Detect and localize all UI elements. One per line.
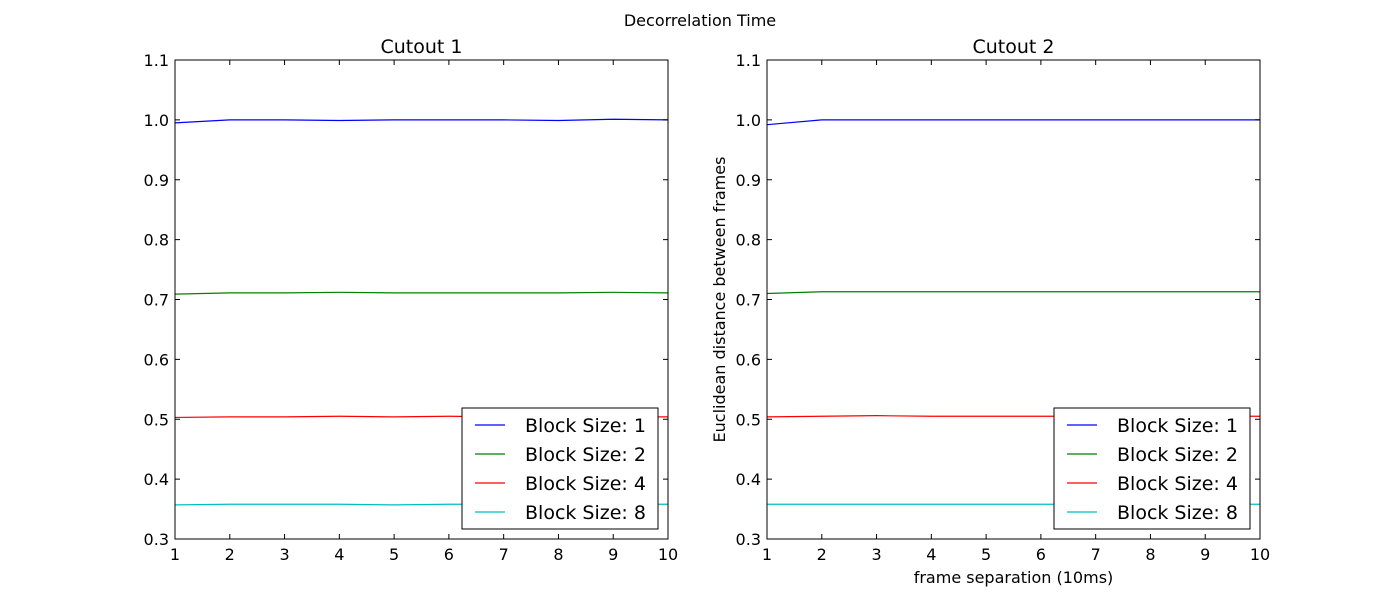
legend-label: Block Size: 4: [525, 473, 646, 495]
y-tick-label: 0.9: [144, 171, 169, 190]
subplots: Cutout 1 1 2 3 4 5 6 7 8 9 10 0.3 0.4 0.5 0.6 0.7 0.8 0.9…: [144, 36, 1271, 587]
legend: Block Size: 1 Block Size: 2 Block Size: 4 B…: [1053, 407, 1251, 530]
y-tick-label: 0.8: [144, 231, 169, 250]
x-tick-label: 1: [170, 545, 180, 564]
y-tick-label: 0.7: [736, 291, 761, 310]
figure-suptitle: Decorrelation Time: [624, 11, 776, 30]
legend-label: Block Size: 8: [525, 502, 646, 524]
y-tick-label: 0.5: [144, 410, 169, 429]
x-tick-label: 10: [658, 545, 678, 564]
x-tick-label: 2: [817, 545, 827, 564]
series-line-2: [174, 291, 669, 295]
x-tick-label: 8: [1145, 545, 1155, 564]
y-tick-label: 1.0: [144, 111, 169, 130]
legend-label: Block Size: 1: [1117, 415, 1238, 437]
y-tick-label: 0.6: [144, 350, 169, 369]
series-line-1: [766, 119, 1260, 126]
y-tick-label: 0.9: [736, 171, 761, 190]
x-tick-label: 7: [499, 545, 509, 564]
legend-label: Block Size: 2: [1117, 444, 1238, 466]
x-tick-label: 3: [279, 545, 289, 564]
x-tick-label: 8: [553, 545, 563, 564]
legend-label: Block Size: 8: [1117, 502, 1238, 524]
x-tick-label: 3: [871, 545, 881, 564]
y-tick-label: 0.8: [736, 231, 761, 250]
x-tick-label: 9: [1200, 545, 1210, 564]
legend-box: [461, 407, 659, 530]
y-tick-label: 0.5: [736, 410, 761, 429]
x-tick-label: 5: [389, 545, 399, 564]
legend-label: Block Size: 1: [525, 415, 646, 437]
x-tick-label: 1: [762, 545, 772, 564]
y-axis-label: Euclidean distance between frames: [710, 157, 729, 443]
y-tick-label: 0.4: [144, 470, 169, 489]
legend: Block Size: 1 Block Size: 2 Block Size: 4 B…: [461, 407, 659, 530]
subplot-1: Cutout 1 1 2 3 4 5 6 7 8 9 10 0.3 0.4 0.5 0.6 0.7 0.8 0.9…: [144, 36, 679, 564]
y-tick-label: 1.0: [736, 111, 761, 130]
series-line-2: [766, 291, 1260, 295]
legend-box: [1053, 407, 1251, 530]
y-tick-label: 0.4: [736, 470, 761, 489]
x-tick-label: 6: [1036, 545, 1046, 564]
x-tick-label: 9: [608, 545, 618, 564]
y-tick-label: 0.3: [736, 530, 761, 549]
series-line-1: [174, 118, 669, 124]
legend-label: Block Size: 4: [1117, 473, 1238, 495]
x-tick-label: 4: [926, 545, 936, 564]
y-tick-label: 0.6: [736, 350, 761, 369]
x-axis-label: frame separation (10ms): [914, 568, 1114, 587]
y-tick-label: 1.1: [144, 51, 169, 70]
y-tick-label: 0.7: [144, 291, 169, 310]
x-tick-label: 5: [981, 545, 991, 564]
subplot-2: Cutout 2 1 2 3 4 5 6 7 8 9 10 0.3 0.4 0.5 0.6 0.7 0.8 0.9…: [710, 36, 1270, 587]
y-tick-label: 1.1: [736, 51, 761, 70]
subplot-title: Cutout 2: [972, 36, 1054, 58]
x-tick-label: 6: [444, 545, 454, 564]
x-tick-label: 4: [334, 545, 344, 564]
y-tick-label: 0.3: [144, 530, 169, 549]
x-tick-label: 7: [1091, 545, 1101, 564]
subplot-title: Cutout 1: [380, 36, 462, 58]
x-tick-label: 10: [1250, 545, 1270, 564]
legend-label: Block Size: 2: [525, 444, 646, 466]
x-tick-label: 2: [225, 545, 235, 564]
